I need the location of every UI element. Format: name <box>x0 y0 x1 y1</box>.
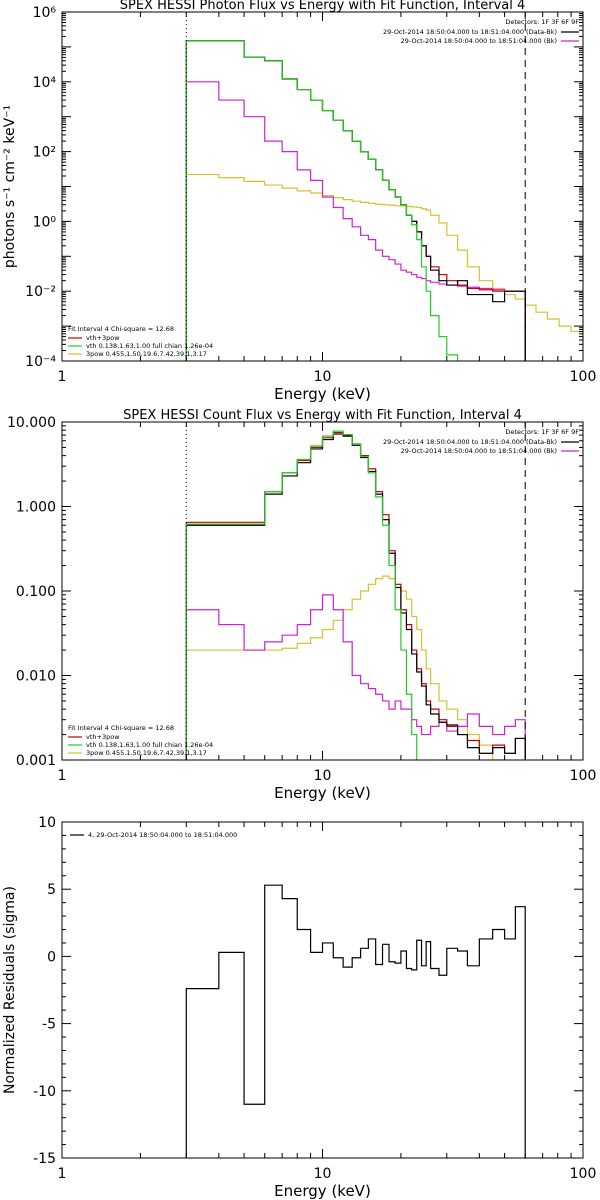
chart-panel-3 <box>61 821 584 1159</box>
y-tick-label: 0.100 <box>16 584 56 600</box>
y-tick-label: 10⁻⁴ <box>25 354 56 370</box>
legend-label: 29-Oct-2014 18:50:04.000 to 18:51:04.000… <box>401 447 557 455</box>
legend-label: 29-Oct-2014 18:50:04.000 to 18:51:04.000… <box>383 28 557 36</box>
legend-title: Detectors: 1F 3F 6F 9F <box>505 428 579 436</box>
legend-label: vth+3pow <box>86 733 120 741</box>
y-tick-label: 10 <box>38 815 56 831</box>
x-tick-label: 100 <box>570 369 597 385</box>
plot-frame <box>61 821 584 1159</box>
legend-label: 29-Oct-2014 18:50:04.000 to 18:51:04.000… <box>383 438 557 446</box>
series-line-5 <box>185 40 526 361</box>
y-tick-label: 10⁰ <box>33 214 57 230</box>
y-tick-label: 10² <box>33 145 56 161</box>
legend-label: vth 0.138,1.63,1.00 full chian 1.26e-04 <box>86 342 213 350</box>
y-tick-label: 10⁶ <box>33 5 57 21</box>
y-tick-label: 10.000 <box>7 415 56 431</box>
legend-title: Fit Interval 4 Chi-square = 12.68 <box>68 724 174 732</box>
plot-area <box>185 430 526 760</box>
x-tick-label: 100 <box>570 1166 597 1182</box>
x-axis-label: Energy (keV) <box>274 385 371 403</box>
plot-area <box>185 884 526 1158</box>
x-tick-label: 100 <box>570 768 597 784</box>
y-tick-label: -5 <box>42 1017 56 1033</box>
y-tick-label: 0.010 <box>16 669 56 685</box>
legend-label: vth+3pow <box>86 334 120 342</box>
x-tick-label: 10 <box>314 1166 332 1182</box>
x-tick-label: 10 <box>314 768 332 784</box>
series-line-1 <box>185 884 526 1158</box>
y-tick-label: 5 <box>47 882 56 898</box>
legend-label: 29-Oct-2014 18:50:04.000 to 18:51:04.000… <box>401 37 557 45</box>
x-tick-label: 1 <box>58 1166 67 1182</box>
series-line-5 <box>185 430 526 760</box>
chart-title: SPEX HESSI Photon Flux vs Energy with Fi… <box>120 0 526 13</box>
x-tick-label: 1 <box>58 369 67 385</box>
series-line-3 <box>185 431 526 760</box>
x-axis-label: Energy (keV) <box>274 784 371 802</box>
y-tick-label: 10⁴ <box>33 75 57 91</box>
x-tick-label: 10 <box>314 369 332 385</box>
legend-label: 4, 29-Oct-2014 18:50:04.000 to 18:51:04.… <box>88 831 237 839</box>
x-tick-label: 1 <box>58 768 67 784</box>
y-tick-label: -15 <box>33 1151 56 1167</box>
y-tick-label: 1.000 <box>16 500 56 516</box>
chart-panel-1 <box>61 11 584 362</box>
series-line-2 <box>185 81 526 361</box>
chart-panel-2 <box>61 421 584 761</box>
x-axis-label: Energy (keV) <box>274 1182 371 1200</box>
plot-area <box>185 40 583 361</box>
y-axis-label: Normalized Residuals (sigma) <box>2 886 18 1094</box>
legend-title: Detectors: 1F 3F 6F 9F <box>505 18 579 26</box>
y-tick-label: 0 <box>47 949 56 965</box>
series-line-4 <box>185 433 526 760</box>
legend-label: 3pow 0.455,1.50,19.6,7.42,39.1,3.17 <box>86 350 207 358</box>
chart-title: SPEX HESSI Count Flux vs Energy with Fit… <box>123 408 522 423</box>
legend-title: Fit Interval 4 Chi-square = 12.68 <box>68 325 174 333</box>
series-line-1 <box>185 575 506 760</box>
legend-label: 3pow 0.455,1.50,19.6,7.42,39.1,3.17 <box>86 749 207 757</box>
plot-frame <box>61 421 584 761</box>
legend-label: vth 0.138,1.63,1.00 full chian 1.26e-04 <box>86 741 213 749</box>
y-tick-label: 0.001 <box>16 753 56 769</box>
y-axis-label: photons s⁻¹ cm⁻² keV⁻¹ <box>2 105 18 268</box>
y-tick-label: -10 <box>33 1084 56 1100</box>
series-line-1 <box>185 173 583 361</box>
series-line-2 <box>185 594 526 760</box>
y-tick-label: 10⁻² <box>25 284 56 300</box>
